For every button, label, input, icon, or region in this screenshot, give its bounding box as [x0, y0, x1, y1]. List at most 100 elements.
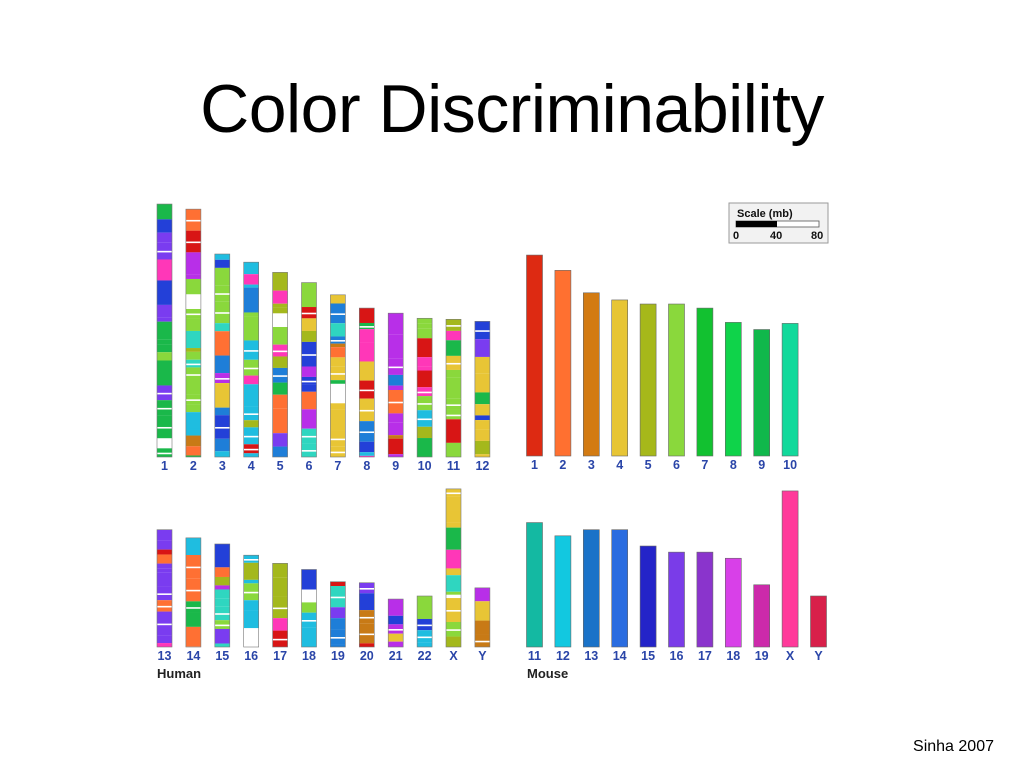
chromosome-band [185, 455, 201, 457]
chromosome-band [272, 433, 288, 447]
chromosome-band [417, 366, 433, 371]
chromosome-band [474, 415, 490, 421]
chromosome-band-line [417, 636, 433, 639]
chromosome-bar [810, 595, 827, 648]
chromosome-mouse-15: 15 [639, 545, 657, 663]
chromosome-band [301, 409, 317, 429]
chromosome-band [214, 331, 230, 356]
chromosome-band [330, 357, 346, 367]
chromosome-band [157, 643, 172, 647]
chromosome-mouse-5: 5 [639, 303, 657, 472]
chromosome-label: 14 [186, 649, 200, 663]
chromosome-band [157, 259, 172, 281]
chromosome-band [359, 441, 375, 453]
chromosome-band [446, 527, 461, 550]
chromosome-bar [781, 323, 799, 457]
mouse-row-2: 11 12 13 14 15 16 17 18 19 X Y [526, 490, 827, 663]
chromosome-band [359, 308, 375, 323]
chromosome-band [185, 381, 201, 395]
chromosome-band-line [185, 566, 201, 569]
chromosome-mouse-Y: Y [810, 595, 827, 663]
credit-text: Sinha 2007 [913, 738, 994, 755]
chromosome-label: 9 [392, 459, 399, 473]
chromosome-band [330, 383, 346, 404]
chromosome-band-line [214, 426, 230, 429]
chromosome-band [157, 549, 172, 555]
chromosome-band-line [214, 378, 230, 380]
chromosome-band [301, 602, 317, 613]
scale-tick-40: 40 [770, 230, 782, 242]
chromosome-label: 11 [447, 459, 460, 473]
chromosome-band [214, 438, 230, 452]
chromosome-band-line [157, 452, 172, 455]
chromosome-band [214, 643, 230, 647]
chromosome-bar [724, 322, 742, 457]
chromosome-band [446, 496, 461, 511]
chromosome-label: 1 [161, 459, 168, 473]
chromosome-band [157, 360, 172, 386]
chromosome-band [359, 643, 375, 647]
chromosome-band [446, 636, 461, 647]
chromosome-band [185, 404, 201, 413]
chromosome-band-line [388, 366, 404, 369]
chromosome-band [474, 392, 490, 405]
chromosome-label: 17 [273, 649, 287, 663]
chromosome-label: 6 [306, 459, 313, 473]
chromosome-band-line [157, 407, 172, 410]
chromosome-band [330, 343, 346, 348]
chromosome-band [446, 510, 461, 523]
mouse-row-1: 1 2 3 4 5 6 7 8 9 10 [526, 254, 799, 472]
chromosome-band [388, 422, 404, 436]
chromosome-label: 17 [698, 649, 712, 663]
chromosome-bar [639, 545, 657, 648]
chromosome-outline [330, 581, 346, 648]
chromosome-label: Y [814, 649, 823, 663]
chromosome-label: 5 [277, 459, 284, 473]
chromosome-outline [156, 203, 173, 458]
chromosome-label: 11 [528, 649, 541, 663]
chromosome-band [185, 435, 201, 447]
chromosome-mouse-7: 7 [696, 307, 714, 472]
chromosome-band-line [446, 610, 461, 612]
chromosome-band [157, 563, 172, 569]
chromosome-label: 18 [302, 649, 316, 663]
chromosome-band [157, 554, 172, 564]
chromosome-band-line [301, 312, 317, 315]
chromosome-band [157, 540, 172, 550]
chromosome-mouse-14: 14 [611, 529, 629, 663]
chromosome-band [214, 267, 230, 286]
chromosome-band-line [157, 443, 172, 445]
chromosome-band-line [446, 629, 461, 631]
chromosome-mouse-10: 10 [781, 323, 799, 472]
chromosome-band [272, 272, 288, 291]
chromosome-band-line [243, 435, 259, 438]
group-label-mouse: Mouse [527, 666, 568, 681]
chromosome-human-18: 18 [301, 569, 317, 663]
chromosome-band-line [272, 350, 288, 353]
chromosome-band-line [243, 559, 259, 561]
chromosome-band [330, 581, 346, 587]
chromosome-band-line [243, 413, 259, 415]
chromosome-band-line [446, 404, 461, 406]
chromosome-band-line [185, 313, 201, 316]
chromosome-band-line [243, 591, 259, 594]
chromosome-label: 20 [360, 649, 374, 663]
chromosome-human-20: 20 [358, 582, 375, 663]
chromosome-band [243, 562, 259, 580]
chromosome-bar [611, 529, 629, 648]
chromosome-mouse-18: 18 [724, 557, 742, 663]
chromosome-band [474, 429, 490, 441]
chromosome-mouse-4: 4 [611, 299, 629, 472]
chromosome-band [157, 204, 172, 220]
chromosome-band-line [330, 596, 346, 599]
chromosome-label: Y [478, 649, 487, 663]
chromosome-band [185, 626, 201, 647]
chromosome-band-line [272, 638, 288, 641]
chromosome-band [359, 455, 375, 457]
chromosome-band [214, 589, 230, 599]
chromosome-band [446, 340, 461, 356]
chromosome-band [446, 369, 461, 378]
chromosome-band [330, 380, 346, 384]
chromosome-mouse-9: 9 [753, 329, 771, 472]
